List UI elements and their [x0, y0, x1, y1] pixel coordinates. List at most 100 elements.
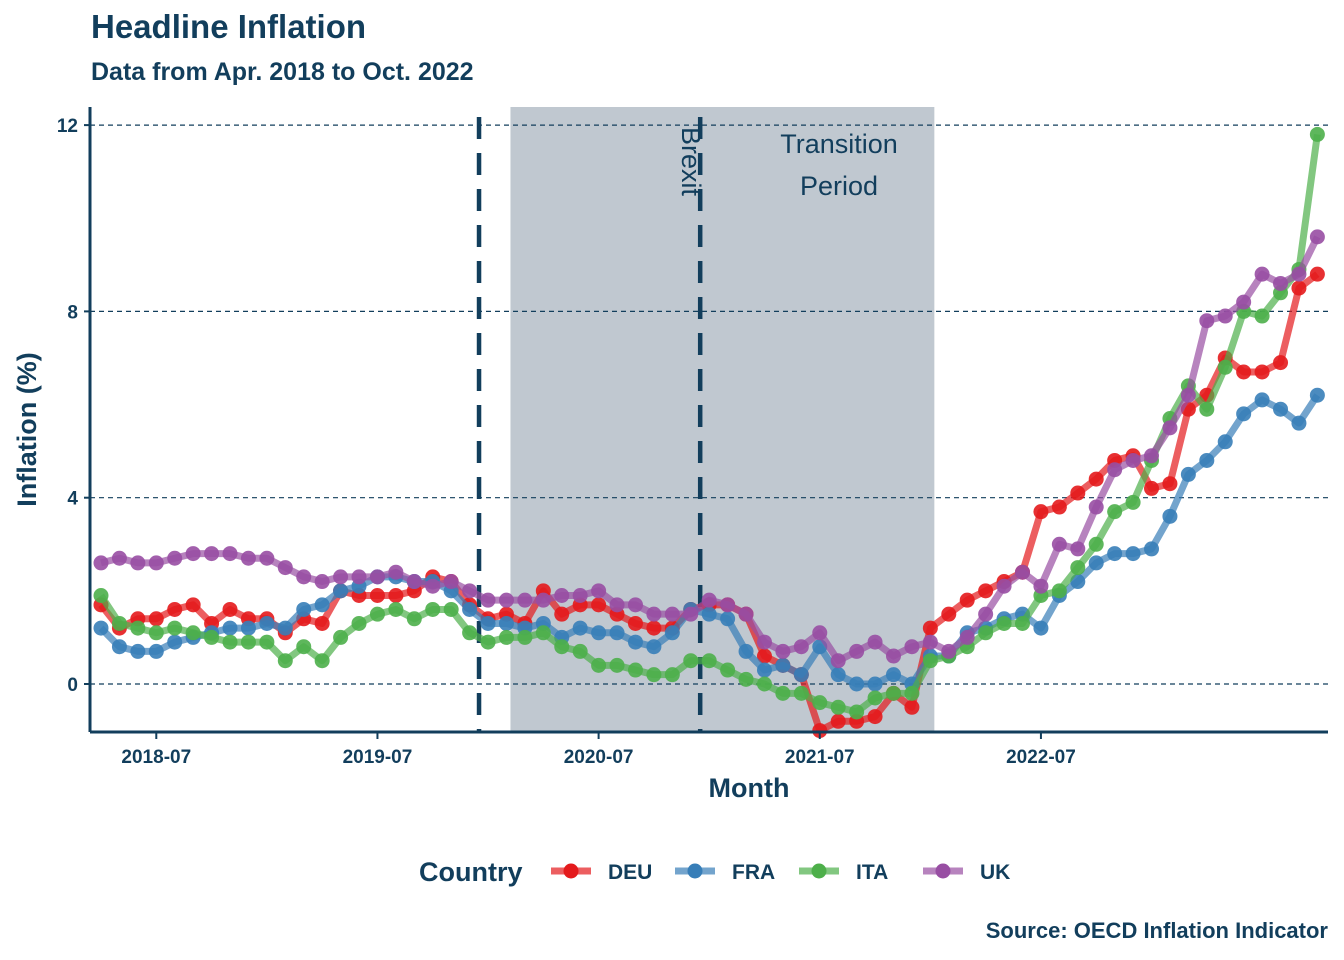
data-point-ita — [1088, 536, 1104, 552]
data-point-fra — [498, 615, 514, 631]
data-point-uk — [93, 555, 109, 571]
data-point-uk — [1180, 387, 1196, 403]
data-point-uk — [259, 550, 275, 566]
data-point-uk — [738, 606, 754, 622]
chart-subtitle: Data from Apr. 2018 to Oct. 2022 — [91, 58, 474, 86]
data-point-ita — [406, 611, 422, 627]
data-point-ita — [664, 667, 680, 683]
data-point-uk — [277, 560, 293, 576]
data-point-uk — [204, 546, 220, 562]
data-point-ita — [535, 625, 551, 641]
data-point-deu — [1236, 364, 1252, 380]
data-point-uk — [314, 574, 330, 590]
data-point-fra — [1088, 555, 1104, 571]
data-point-uk — [572, 588, 588, 604]
data-point-fra — [1180, 466, 1196, 482]
data-point-uk — [443, 574, 459, 590]
data-point-deu — [1144, 480, 1160, 496]
data-point-fra — [720, 611, 736, 627]
data-point-uk — [1070, 541, 1086, 557]
data-point-uk — [1217, 308, 1233, 324]
data-point-uk — [1291, 266, 1307, 282]
data-point-ita — [627, 662, 643, 678]
data-point-uk — [867, 634, 883, 650]
data-point-deu — [554, 606, 570, 622]
data-point-fra — [333, 583, 349, 599]
data-point-fra — [701, 606, 717, 622]
legend-label-deu: DEU — [608, 861, 652, 884]
data-point-fra — [130, 643, 146, 659]
y-tick-label: 4 — [67, 489, 78, 510]
data-point-uk — [775, 643, 791, 659]
data-point-fra — [259, 615, 275, 631]
data-point-uk — [812, 625, 828, 641]
data-point-fra — [627, 634, 643, 650]
data-point-uk — [664, 606, 680, 622]
data-point-uk — [111, 550, 127, 566]
data-point-deu — [646, 620, 662, 636]
data-point-fra — [591, 625, 607, 641]
data-point-deu — [1162, 476, 1178, 492]
x-tick-label: 2022-07 — [1006, 747, 1076, 768]
data-point-deu — [1291, 280, 1307, 296]
data-point-ita — [996, 615, 1012, 631]
data-point-deu — [167, 601, 183, 617]
data-point-ita — [646, 667, 662, 683]
data-point-deu — [941, 606, 957, 622]
legend-key-point-deu — [563, 863, 579, 879]
data-point-uk — [1125, 452, 1141, 468]
data-point-ita — [922, 653, 938, 669]
data-point-ita — [867, 690, 883, 706]
data-point-uk — [351, 569, 367, 585]
data-point-fra — [462, 601, 478, 617]
data-point-uk — [388, 564, 404, 580]
legend-key-point-fra — [687, 863, 703, 879]
data-point-fra — [830, 667, 846, 683]
data-point-uk — [1107, 462, 1123, 478]
data-point-deu — [627, 615, 643, 631]
data-point-ita — [904, 685, 920, 701]
legend-title: Country — [419, 857, 523, 887]
data-point-ita — [1125, 494, 1141, 510]
data-point-fra — [664, 625, 680, 641]
x-tick-label: 2020-07 — [564, 747, 634, 768]
data-point-ita — [167, 620, 183, 636]
data-point-ita — [1254, 308, 1270, 324]
data-point-uk — [904, 639, 920, 655]
legend: Country DEU FRA ITA UK — [419, 857, 1010, 887]
data-point-uk — [222, 546, 238, 562]
data-point-deu — [1070, 485, 1086, 501]
data-point-fra — [111, 639, 127, 655]
data-point-uk — [296, 569, 312, 585]
data-point-uk — [535, 592, 551, 608]
data-point-fra — [1217, 434, 1233, 450]
y-tick-label: 8 — [67, 302, 78, 323]
data-point-uk — [498, 592, 514, 608]
data-point-ita — [572, 643, 588, 659]
legend-key-point-uk — [935, 863, 951, 879]
y-tick-label: 0 — [67, 675, 78, 696]
data-point-uk — [167, 550, 183, 566]
data-point-deu — [904, 699, 920, 715]
x-tick-label: 2021-07 — [785, 747, 855, 768]
annotations: Brexit Transition Period — [676, 127, 898, 201]
data-point-ita — [259, 634, 275, 650]
data-point-uk — [480, 592, 496, 608]
data-point-uk — [922, 634, 938, 650]
data-point-uk — [148, 555, 164, 571]
data-point-ita — [720, 662, 736, 678]
data-point-ita — [277, 653, 293, 669]
data-point-ita — [517, 629, 533, 645]
data-point-deu — [148, 611, 164, 627]
data-point-uk — [1015, 564, 1030, 580]
data-point-fra — [314, 597, 330, 613]
data-point-uk — [885, 648, 901, 664]
data-point-fra — [738, 643, 754, 659]
event-lines — [476, 117, 703, 732]
data-point-ita — [1217, 359, 1233, 375]
x-tick-label: 2018-07 — [121, 747, 191, 768]
data-point-fra — [793, 667, 809, 683]
data-point-fra — [1309, 387, 1325, 403]
data-point-deu — [1033, 504, 1049, 520]
data-point-ita — [738, 671, 754, 687]
